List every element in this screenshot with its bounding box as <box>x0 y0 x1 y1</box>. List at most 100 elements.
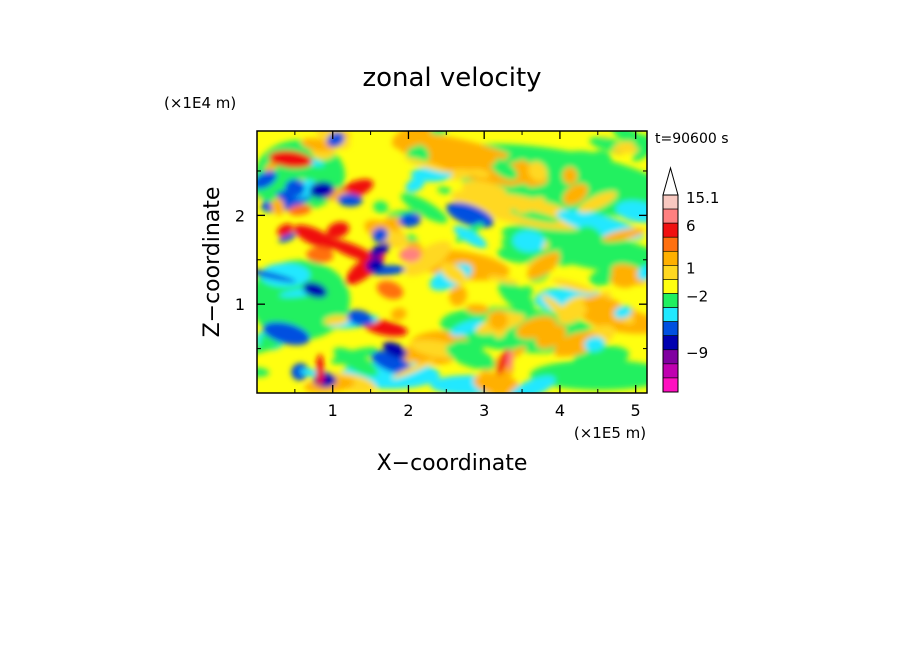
field-patch <box>405 177 425 193</box>
field-patch <box>352 264 368 276</box>
field-patch <box>632 140 647 162</box>
colorbar-level <box>662 377 679 393</box>
field-patch <box>562 339 577 353</box>
field-patch <box>527 252 561 280</box>
field-patch <box>637 134 647 148</box>
x-tick-label: 5 <box>631 401 641 420</box>
colorbar-frame <box>662 194 679 393</box>
field-patch <box>590 170 622 188</box>
field-patch <box>552 278 596 294</box>
field-patch <box>370 350 411 375</box>
field-patch <box>507 350 513 370</box>
field-patch <box>450 319 484 337</box>
field-patch <box>489 157 518 180</box>
colorbar-level <box>662 208 679 224</box>
field-patch <box>498 280 535 313</box>
field-patch <box>516 316 557 339</box>
field-patch <box>487 275 519 285</box>
field-patch <box>483 149 498 166</box>
y-axis-label: Z−coordinate <box>200 187 225 338</box>
field-patch <box>309 181 335 199</box>
colorbar-level <box>662 349 679 365</box>
field-patch <box>293 224 337 250</box>
field-patch <box>505 183 529 195</box>
field-patch <box>302 282 328 298</box>
colorbar-level <box>662 363 679 379</box>
field-patch <box>403 157 451 173</box>
colorbar-level <box>662 222 679 238</box>
field-patch <box>562 167 578 185</box>
x-tick-label: 1 <box>328 401 338 420</box>
field-patch <box>589 269 617 286</box>
field-patch <box>446 202 494 228</box>
field-patch <box>382 341 408 359</box>
field-patch <box>306 247 334 263</box>
field-patch <box>260 263 310 287</box>
field-patch <box>453 225 487 248</box>
field-patch <box>398 212 422 228</box>
field-patch <box>461 180 512 203</box>
colorbar-label: 6 <box>686 217 696 235</box>
field-patch <box>449 285 468 306</box>
field-patch <box>366 257 384 273</box>
field-patch <box>326 131 345 148</box>
field-patch <box>465 304 490 314</box>
field-patch <box>520 285 533 297</box>
colorbar-extend-top <box>662 166 679 196</box>
colorbar-level <box>662 236 679 252</box>
field-patch <box>301 138 334 152</box>
field-patch <box>576 225 603 250</box>
field-patch <box>584 336 606 352</box>
field-patch <box>390 307 407 321</box>
field-patch <box>445 343 496 370</box>
field-patch <box>578 191 618 213</box>
field-patch <box>440 262 468 285</box>
field-patch <box>404 241 452 277</box>
field-patch <box>399 247 421 263</box>
field-patch <box>316 354 324 386</box>
field-patch <box>515 197 545 214</box>
field-patch <box>347 309 373 327</box>
colorbar-level <box>662 335 679 351</box>
field-patch <box>573 345 630 368</box>
colorbar-label: −2 <box>686 288 708 306</box>
field-patch <box>372 227 388 243</box>
y-tick-label: 2 <box>235 206 245 225</box>
field-patch <box>612 141 635 152</box>
field-patch <box>278 232 297 243</box>
field-patch <box>528 161 548 182</box>
field-patch <box>277 223 293 237</box>
colorbar-level <box>662 194 679 210</box>
field-patch <box>262 321 310 346</box>
field-patch <box>369 242 391 258</box>
field-patch <box>270 196 285 216</box>
y-axis-unit-label: (×1E4 m) <box>164 94 236 112</box>
plot-frame <box>256 130 648 394</box>
field-patch <box>363 319 408 337</box>
field-patch <box>509 375 556 393</box>
colorbar-level <box>662 265 679 280</box>
field-patch <box>637 265 647 281</box>
colorbar-level <box>662 293 679 308</box>
field-patch <box>268 150 313 169</box>
field-patch <box>488 309 508 331</box>
colorbar-label: 1 <box>686 259 696 277</box>
field-patch <box>615 200 647 223</box>
time-label: t=90600 s <box>655 131 729 147</box>
colorbar-label: 15.1 <box>686 189 719 207</box>
x-axis-unit-label: (×1E5 m) <box>574 424 646 442</box>
field-patch <box>613 305 632 319</box>
field-patch <box>496 348 510 376</box>
field-patch <box>373 200 389 213</box>
chart-title: zonal velocity <box>362 63 541 93</box>
field-patch <box>326 221 350 239</box>
field-patch <box>501 238 515 248</box>
field-patch <box>284 179 306 197</box>
field-patch <box>325 238 378 263</box>
field-patch <box>562 183 589 206</box>
axis-ticks: 1 2 3 4 5 1 2 <box>235 131 647 420</box>
field-patch <box>529 222 575 230</box>
field-patch <box>602 228 645 242</box>
field-patch <box>376 280 404 300</box>
colorbar: 15.1 6 1 −2 −9 <box>662 166 719 393</box>
